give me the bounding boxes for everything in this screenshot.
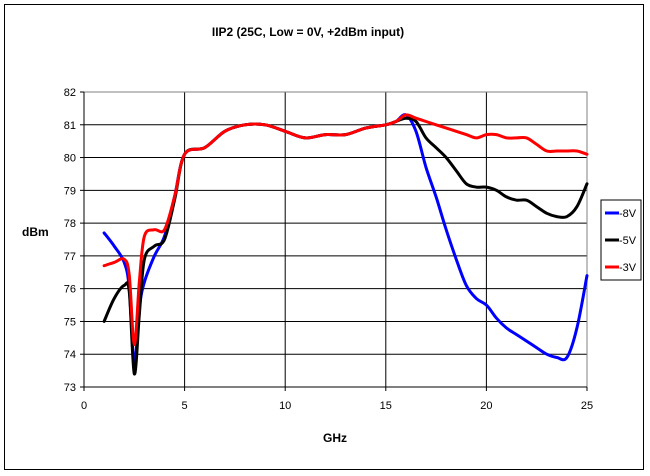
legend-label: -5V	[619, 235, 637, 247]
x-tick-label: 0	[81, 400, 87, 412]
y-tick-label: 76	[64, 284, 76, 296]
legend-label: -3V	[619, 262, 637, 274]
series-line--3V	[102, 113, 589, 346]
y-tick-label: 74	[64, 349, 76, 361]
legend-label: -8V	[619, 208, 637, 220]
x-axis-label: GHz	[323, 431, 347, 445]
y-tick-label: 82	[64, 87, 76, 99]
series-layer	[102, 113, 589, 376]
y-tick-label: 81	[64, 120, 76, 132]
legend: -8V -5V -3V	[600, 199, 642, 281]
y-tick-label: 77	[64, 251, 76, 263]
chart-title: IIP2 (25C, Low = 0V, +2dBm input)	[212, 25, 404, 39]
chart-frame	[4, 4, 644, 470]
tick-layer: 73 74 75 76 77 78 79 80 81 82 0 5 10 15 20 25	[64, 87, 593, 412]
x-tick-label: 15	[380, 400, 392, 412]
y-tick-label: 78	[64, 218, 76, 230]
x-tick-label: 10	[279, 400, 291, 412]
y-tick-label: 75	[64, 316, 76, 328]
y-axis-label: dBm	[22, 225, 49, 239]
series-line--8V	[102, 113, 589, 366]
y-tick-label: 79	[64, 185, 76, 197]
series-line--5V	[102, 116, 589, 376]
x-tick-label: 5	[182, 400, 188, 412]
y-tick-label: 80	[64, 153, 76, 165]
x-tick-label: 20	[480, 400, 492, 412]
x-tick-label: 25	[581, 400, 593, 412]
y-tick-label: 73	[64, 382, 76, 394]
